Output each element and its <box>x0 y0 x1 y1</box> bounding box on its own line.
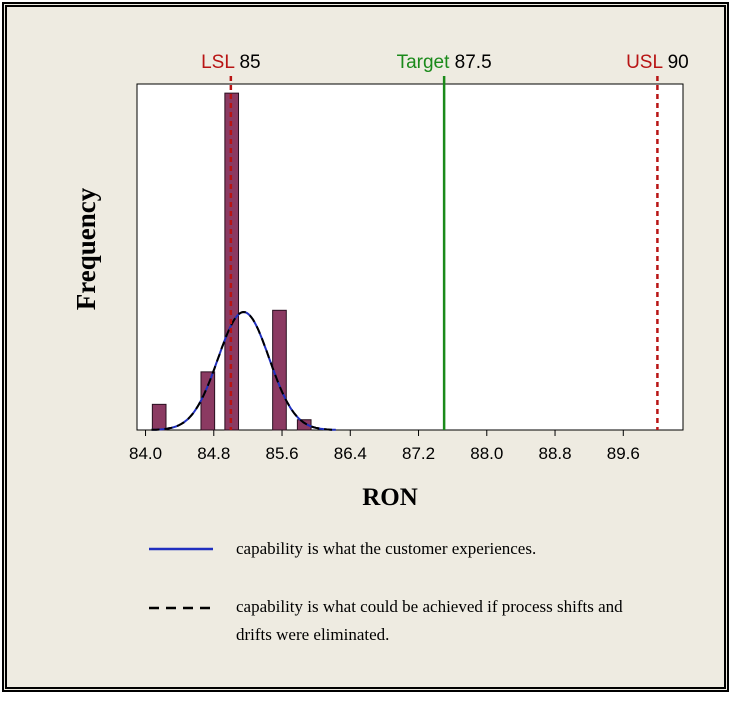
x-tick-label: 89.6 <box>607 444 640 463</box>
legend-text-customer: capability is what the customer experien… <box>236 539 537 558</box>
legend-dashed-swatch <box>149 606 213 610</box>
x-tick-label: 88.8 <box>538 444 571 463</box>
chart-frame: LSL 85 Target 87.5 USL 90 84.0 84.8 85.6 86.4… <box>2 2 729 692</box>
lsl-name: LSL <box>201 52 234 73</box>
plot-area <box>136 83 684 431</box>
capability-histogram: LSL 85 Target 87.5 USL 90 84.0 84.8 85.6 86.4… <box>71 52 689 511</box>
spec-lines-group: LSL 85 Target 87.5 USL 90 <box>201 52 689 430</box>
lsl-label: LSL 85 <box>201 52 261 73</box>
lsl-value: 85 <box>234 52 260 73</box>
x-tick-label: 84.8 <box>197 444 230 463</box>
y-axis-title: Frequency <box>71 187 101 310</box>
curves-group <box>151 310 336 431</box>
usl-label: USL 90 <box>626 52 689 73</box>
target-label: Target 87.5 <box>397 52 492 73</box>
histogram-bar <box>151 403 167 431</box>
histogram-bar <box>296 419 312 431</box>
x-axis-title: RON <box>362 484 418 511</box>
x-tick-label: 88.0 <box>470 444 503 463</box>
x-ticks-group: 84.0 84.8 85.6 86.4 87.2 88.0 88.8 89.6 <box>129 430 640 463</box>
bars-group <box>151 92 312 431</box>
usl-name: USL <box>626 52 662 73</box>
legend-solid-swatch <box>149 547 213 551</box>
potential-curve <box>151 310 336 431</box>
x-tick-label: 87.2 <box>402 444 435 463</box>
target-name: Target <box>397 52 451 73</box>
histogram-bar <box>272 309 287 431</box>
target-value: 87.5 <box>449 52 491 73</box>
x-tick-label: 85.6 <box>265 444 298 463</box>
x-tick-label: 86.4 <box>334 444 367 463</box>
histogram-bar <box>200 371 216 431</box>
usl-value: 90 <box>662 52 688 73</box>
legend-text-potential: capability is what could be achieved if … <box>236 597 623 644</box>
x-tick-label: 84.0 <box>129 444 162 463</box>
